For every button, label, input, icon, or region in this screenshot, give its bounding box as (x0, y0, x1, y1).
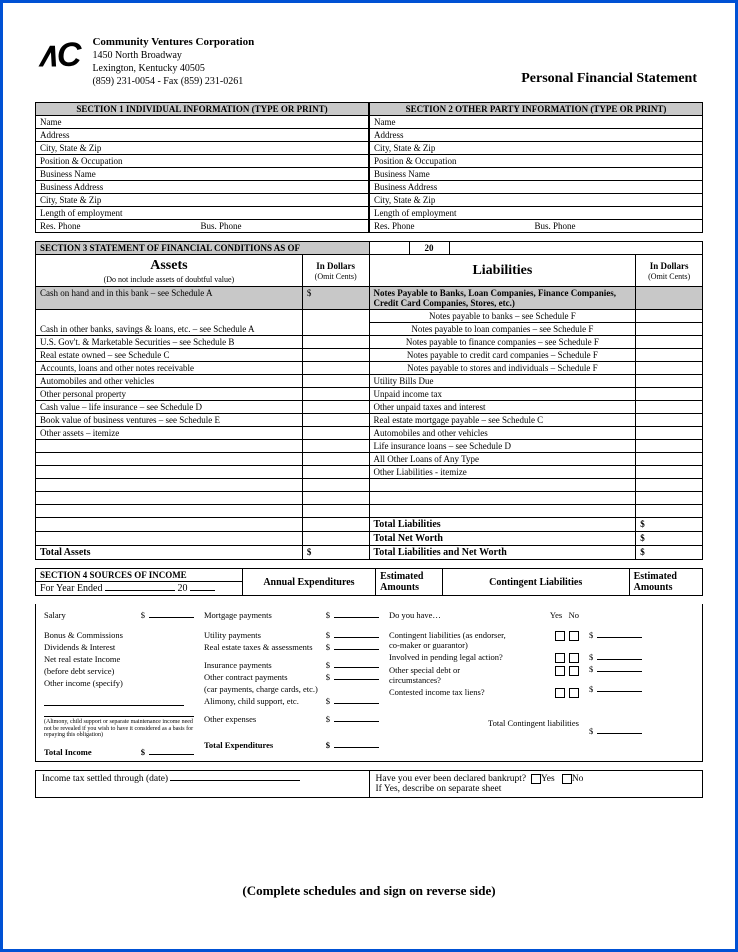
org-addr2: Lexington, Kentucky 40505 (92, 62, 254, 75)
checkbox-no[interactable] (562, 774, 572, 784)
expend-col: Mortgage payments$ Utility payments$ Rea… (204, 610, 379, 757)
s2-row[interactable]: Business Address (370, 181, 703, 194)
section-3-table: SECTION 3 STATEMENT OF FINANCIAL CONDITI… (35, 241, 703, 560)
s1-row[interactable]: City, State & Zip (36, 142, 369, 155)
org-block: Community Ventures Corporation 1450 Nort… (92, 35, 254, 88)
logo: ∧C (35, 35, 78, 75)
page: ∧C Community Ventures Corporation 1450 N… (0, 0, 738, 952)
s2-row[interactable]: Name (370, 116, 703, 129)
contingent-col: Do you have…Yes No Contingent liabilitie… (389, 610, 579, 757)
bottom-table: Income tax settled through (date) Have y… (35, 770, 703, 798)
s2-row[interactable]: Business Name (370, 168, 703, 181)
s1-row[interactable]: Position & Occupation (36, 155, 369, 168)
contingent-amts: $ $ $ $ $ (589, 610, 694, 757)
s1-row[interactable]: Business Address (36, 181, 369, 194)
org-addr1: 1450 North Broadway (92, 49, 254, 62)
dollars-header: In Dollars(Omit Cents) (302, 255, 369, 287)
sections-1-2: SECTION 1 INDIVIDUAL INFORMATION (TYPE O… (35, 102, 703, 233)
checkbox[interactable] (555, 631, 565, 641)
section-2-table: SECTION 2 OTHER PARTY INFORMATION (TYPE … (369, 102, 703, 233)
s1-phones[interactable]: Res. PhoneBus. Phone (36, 220, 369, 233)
income-col: Salary$ Bonus & Commissions Dividends & … (44, 610, 194, 757)
s2-row[interactable]: Length of employment (370, 207, 703, 220)
s2-header: SECTION 2 OTHER PARTY INFORMATION (TYPE … (370, 103, 703, 116)
s1-row[interactable]: Address (36, 129, 369, 142)
checkbox[interactable] (555, 688, 565, 698)
page-title: Personal Financial Statement (521, 71, 697, 87)
checkbox[interactable] (555, 653, 565, 663)
s1-row[interactable]: City, State & Zip (36, 194, 369, 207)
checkbox-yes[interactable] (531, 774, 541, 784)
s2-row[interactable]: City, State & Zip (370, 194, 703, 207)
s1-row[interactable]: Length of employment (36, 207, 369, 220)
org-phone: (859) 231-0054 - Fax (859) 231-0261 (92, 75, 254, 88)
s2-row[interactable]: Position & Occupation (370, 155, 703, 168)
s2-row[interactable]: City, State & Zip (370, 142, 703, 155)
checkbox[interactable] (569, 631, 579, 641)
org-name: Community Ventures Corporation (92, 35, 254, 49)
footer-text: (Complete schedules and sign on reverse … (3, 883, 735, 899)
s1-row[interactable]: Business Name (36, 168, 369, 181)
checkbox[interactable] (569, 666, 579, 676)
section-1-table: SECTION 1 INDIVIDUAL INFORMATION (TYPE O… (35, 102, 369, 233)
checkbox[interactable] (569, 688, 579, 698)
checkbox[interactable] (569, 653, 579, 663)
s2-row[interactable]: Address (370, 129, 703, 142)
dollars-header: In Dollars(Omit Cents) (636, 255, 703, 287)
s2-phones[interactable]: Res. PhoneBus. Phone (370, 220, 703, 233)
s1-row[interactable]: Name (36, 116, 369, 129)
assets-header: Assets(Do not include assets of doubtful… (36, 255, 303, 287)
s3-header: SECTION 3 STATEMENT OF FINANCIAL CONDITI… (36, 242, 370, 255)
liab-header: Liabilities (369, 255, 636, 287)
checkbox[interactable] (555, 666, 565, 676)
section-4-body: Salary$ Bonus & Commissions Dividends & … (35, 604, 703, 762)
s1-header: SECTION 1 INDIVIDUAL INFORMATION (TYPE O… (36, 103, 369, 116)
bankrupt-row: Have you ever been declared bankrupt? Ye… (369, 771, 703, 798)
tax-settled[interactable]: Income tax settled through (date) (36, 771, 370, 798)
section-4-header: SECTION 4 SOURCES OF INCOME Annual Expen… (35, 568, 703, 596)
